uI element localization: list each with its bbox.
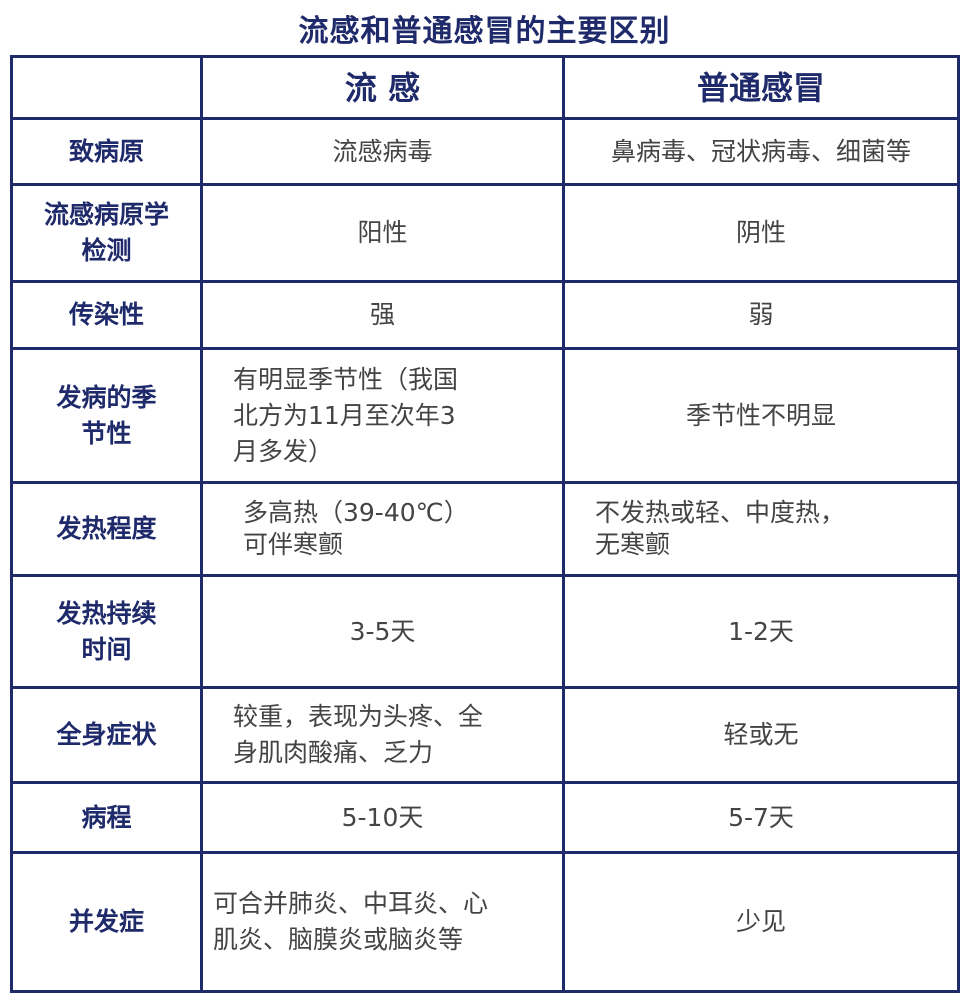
row-label: 病程 bbox=[10, 781, 203, 854]
cold-cell: 5-7天 bbox=[562, 781, 960, 854]
table-row: 传染性 强 弱 bbox=[10, 280, 960, 350]
table-row: 发热程度 多高热（39-40℃） 可伴寒颤 不发热或轻、中度热， 无寒颤 bbox=[10, 481, 960, 577]
cold-cell: 鼻病毒、冠状病毒、细菌等 bbox=[562, 117, 960, 186]
flu-cell: 5-10天 bbox=[200, 781, 565, 854]
flu-cell: 较重，表现为头疼、全 身肌肉酸痛、乏力 bbox=[200, 686, 565, 784]
cold-cell: 不发热或轻、中度热， 无寒颤 bbox=[562, 481, 960, 577]
table-row: 并发症 可合并肺炎、中耳炎、心 肌炎、脑膜炎或脑炎等 少见 bbox=[10, 851, 960, 993]
table-row: 发病的季 节性 有明显季节性（我国 北方为11月至次年3 月多发） 季节性不明显 bbox=[10, 347, 960, 484]
row-label: 并发症 bbox=[10, 851, 203, 993]
row-label: 全身症状 bbox=[10, 686, 203, 784]
row-label: 流感病原学 检测 bbox=[10, 183, 203, 283]
table-row: 全身症状 较重，表现为头疼、全 身肌肉酸痛、乏力 轻或无 bbox=[10, 686, 960, 784]
table-row: 流感病原学 检测 阳性 阴性 bbox=[10, 183, 960, 283]
cold-cell: 1-2天 bbox=[562, 574, 960, 689]
flu-cell: 阳性 bbox=[200, 183, 565, 283]
header-common-cold: 普通感冒 bbox=[562, 55, 960, 120]
row-label: 发热程度 bbox=[10, 481, 203, 577]
flu-cell: 强 bbox=[200, 280, 565, 350]
page-title: 流感和普通感冒的主要区别 bbox=[298, 14, 671, 49]
header-empty bbox=[10, 55, 203, 120]
table-row: 发热持续 时间 3-5天 1-2天 bbox=[10, 574, 960, 689]
cold-cell: 少见 bbox=[562, 851, 960, 993]
table-header-row: 流 感 普通感冒 bbox=[10, 55, 960, 120]
flu-cell: 流感病毒 bbox=[200, 117, 565, 186]
flu-cell: 有明显季节性（我国 北方为11月至次年3 月多发） bbox=[200, 347, 565, 484]
row-label: 发热持续 时间 bbox=[10, 574, 203, 689]
row-label: 致病原 bbox=[10, 117, 203, 186]
cold-cell: 弱 bbox=[562, 280, 960, 350]
cold-cell: 轻或无 bbox=[562, 686, 960, 784]
flu-cell: 3-5天 bbox=[200, 574, 565, 689]
row-label: 发病的季 节性 bbox=[10, 347, 203, 484]
row-label: 传染性 bbox=[10, 280, 203, 350]
flu-cell: 多高热（39-40℃） 可伴寒颤 bbox=[200, 481, 565, 577]
cold-cell: 季节性不明显 bbox=[562, 347, 960, 484]
table-row: 病程 5-10天 5-7天 bbox=[10, 781, 960, 854]
flu-cell: 可合并肺炎、中耳炎、心 肌炎、脑膜炎或脑炎等 bbox=[200, 851, 565, 993]
table-row: 致病原 流感病毒 鼻病毒、冠状病毒、细菌等 bbox=[10, 117, 960, 186]
comparison-table: 流 感 普通感冒 致病原 流感病毒 鼻病毒、冠状病毒、细菌等 流感病原学 检测 … bbox=[10, 55, 960, 993]
cold-cell: 阴性 bbox=[562, 183, 960, 283]
header-flu: 流 感 bbox=[200, 55, 565, 120]
